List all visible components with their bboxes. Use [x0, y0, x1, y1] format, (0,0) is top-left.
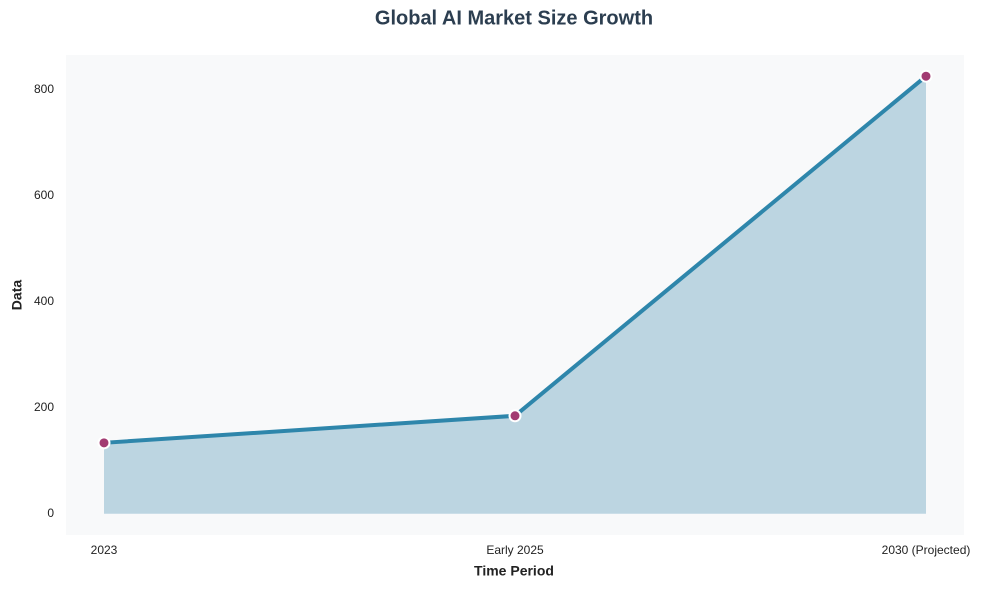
x-tick-label: Early 2025	[486, 543, 544, 557]
x-tick-label: 2023	[91, 543, 118, 557]
marker	[508, 409, 522, 423]
area-fill	[104, 76, 926, 514]
chart-title: Global AI Market Size Growth	[375, 7, 653, 29]
y-tick-label: 400	[34, 294, 54, 308]
marker	[919, 69, 933, 83]
y-tick-label: 200	[34, 400, 54, 414]
y-tick-label: 0	[47, 506, 54, 520]
y-axis-label: Data	[9, 280, 25, 311]
x-tick-label: 2030 (Projected)	[882, 543, 971, 557]
y-tick-label: 600	[34, 188, 54, 202]
marker	[97, 436, 111, 450]
x-axis-label: Time Period	[474, 563, 554, 579]
y-tick-label: 800	[34, 82, 54, 96]
